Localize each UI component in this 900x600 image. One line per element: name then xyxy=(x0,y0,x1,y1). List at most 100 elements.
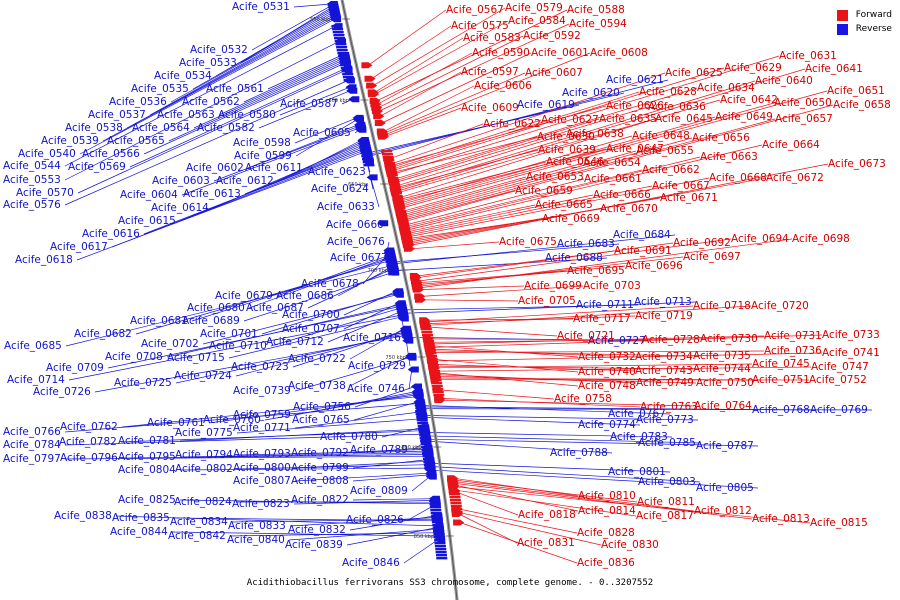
reverse-gene-label[interactable]: Acife_0722 xyxy=(288,353,346,365)
forward-gene-label[interactable]: Acife_0636 xyxy=(648,101,706,113)
reverse-gene-label[interactable]: Acife_0795 xyxy=(118,451,176,463)
forward-gene-label[interactable]: Acife_0584 xyxy=(508,15,566,27)
forward-gene-label[interactable]: Acife_0608 xyxy=(590,47,648,59)
forward-gene-label[interactable]: Acife_0635 xyxy=(599,113,657,125)
reverse-gene-label[interactable]: Acife_0580 xyxy=(218,109,276,121)
forward-gene-label[interactable]: Acife_0741 xyxy=(822,347,880,359)
reverse-gene-label[interactable]: Acife_0789 xyxy=(350,444,408,456)
reverse-gene-label[interactable]: Acife_0711 xyxy=(576,299,634,311)
reverse-gene-label[interactable]: Acife_0727 xyxy=(588,335,646,347)
forward-gene-label[interactable]: Acife_0692 xyxy=(673,237,731,249)
forward-gene-label[interactable]: Acife_0627 xyxy=(541,114,599,126)
reverse-gene-label[interactable]: Acife_0540 xyxy=(18,148,76,160)
reverse-gene-label[interactable]: Acife_0535 xyxy=(131,83,189,95)
reverse-gene-label[interactable]: Acife_0713 xyxy=(634,296,692,308)
reverse-gene-label[interactable]: Acife_0809 xyxy=(350,485,408,497)
forward-gene-label[interactable]: Acife_0651 xyxy=(827,85,885,97)
reverse-gene-label[interactable]: Acife_0838 xyxy=(54,510,112,522)
forward-gene-label[interactable]: Acife_0673 xyxy=(828,158,886,170)
reverse-gene-label[interactable]: Acife_0788 xyxy=(550,447,608,459)
reverse-gene-label[interactable]: Acife_0761 xyxy=(147,417,205,429)
forward-gene-label[interactable]: Acife_0645 xyxy=(655,113,713,125)
forward-gene-label[interactable]: Acife_0817 xyxy=(636,510,694,522)
forward-gene-label[interactable]: Acife_0736 xyxy=(764,345,822,357)
reverse-gene-label[interactable]: Acife_0724 xyxy=(174,370,232,382)
reverse-gene-label[interactable]: Acife_0842 xyxy=(168,530,226,542)
forward-gene-label[interactable]: Acife_0828 xyxy=(577,527,635,539)
reverse-gene-label[interactable]: Acife_0687 xyxy=(246,302,304,314)
reverse-gene-label[interactable]: Acife_0563 xyxy=(157,109,215,121)
reverse-gene-label[interactable]: Acife_0726 xyxy=(33,386,91,398)
reverse-gene-label[interactable]: Acife_0682 xyxy=(74,328,132,340)
reverse-gene-label[interactable]: Acife_0685 xyxy=(4,340,62,352)
forward-gene-label[interactable]: Acife_0733 xyxy=(822,329,880,341)
reverse-gene-label[interactable]: Acife_0701 xyxy=(200,328,258,340)
forward-gene-label[interactable]: Acife_0696 xyxy=(625,260,683,272)
reverse-gene-label[interactable]: Acife_0569 xyxy=(68,161,126,173)
forward-gene-label[interactable]: Acife_0732 xyxy=(578,351,636,363)
reverse-gene-label[interactable]: Acife_0599 xyxy=(234,150,292,162)
forward-gene-label[interactable]: Acife_0656 xyxy=(692,132,750,144)
forward-gene-label[interactable]: Acife_0650 xyxy=(774,97,832,109)
forward-gene-label[interactable]: Acife_0626 xyxy=(606,100,664,112)
reverse-gene-label[interactable]: Acife_0766 xyxy=(3,426,61,438)
reverse-gene-label[interactable]: Acife_0759 xyxy=(233,409,291,421)
reverse-gene-label[interactable]: Acife_0531 xyxy=(232,1,290,13)
reverse-gene-label[interactable]: Acife_0532 xyxy=(190,44,248,56)
forward-gene-label[interactable]: Acife_0607 xyxy=(525,67,583,79)
forward-gene-label[interactable]: Acife_0597 xyxy=(461,66,519,78)
forward-gene-label[interactable]: Acife_0735 xyxy=(693,350,751,362)
forward-gene-label[interactable]: Acife_0718 xyxy=(693,300,751,312)
forward-gene-label[interactable]: Acife_0812 xyxy=(694,505,752,517)
forward-gene-label[interactable]: Acife_0747 xyxy=(811,361,869,373)
reverse-gene-label[interactable]: Acife_0774 xyxy=(578,419,636,431)
reverse-gene-label[interactable]: Acife_0808 xyxy=(291,475,349,487)
forward-gene-label[interactable]: Acife_0745 xyxy=(752,358,810,370)
forward-gene-label[interactable]: Acife_0668 xyxy=(709,172,767,184)
forward-gene-label[interactable]: Acife_0672 xyxy=(766,172,824,184)
reverse-gene-label[interactable]: Acife_0603 xyxy=(152,175,210,187)
reverse-gene-label[interactable]: Acife_0570 xyxy=(16,187,74,199)
forward-gene-label[interactable]: Acife_0691 xyxy=(614,245,672,257)
reverse-gene-label[interactable]: Acife_0723 xyxy=(231,361,289,373)
reverse-gene-label[interactable]: Acife_0767 xyxy=(608,408,666,420)
reverse-gene-label[interactable]: Acife_0714 xyxy=(7,374,65,386)
reverse-gene-label[interactable]: Acife_0825 xyxy=(118,494,176,506)
forward-gene-label[interactable]: Acife_0658 xyxy=(833,99,891,111)
reverse-gene-label[interactable]: Acife_0729 xyxy=(348,360,406,372)
reverse-gene-label[interactable]: Acife_0765 xyxy=(292,414,350,426)
forward-gene-label[interactable]: Acife_0664 xyxy=(762,139,820,151)
reverse-gene-label[interactable]: Acife_0536 xyxy=(109,96,167,108)
reverse-gene-label[interactable]: Acife_0823 xyxy=(232,498,290,510)
reverse-gene-label[interactable]: Acife_0618 xyxy=(15,254,73,266)
forward-gene-label[interactable]: Acife_0740 xyxy=(578,366,636,378)
forward-gene-label[interactable]: Acife_0694 xyxy=(731,233,789,245)
reverse-gene-label[interactable]: Acife_0804 xyxy=(118,464,176,476)
reverse-gene-label[interactable]: Acife_0784 xyxy=(3,439,61,451)
forward-gene-label[interactable]: Acife_0831 xyxy=(517,537,575,549)
forward-gene-label[interactable]: Acife_0669 xyxy=(542,213,600,225)
forward-gene-label[interactable]: Acife_0592 xyxy=(523,30,581,42)
reverse-gene-label[interactable]: Acife_0801 xyxy=(608,466,666,478)
reverse-gene-label[interactable]: Acife_0799 xyxy=(291,462,349,474)
reverse-gene-label[interactable]: Acife_0613 xyxy=(183,188,241,200)
forward-gene-label[interactable]: Acife_0675 xyxy=(499,236,557,248)
forward-gene-label[interactable]: Acife_0649 xyxy=(715,111,773,123)
reverse-gene-label[interactable]: Acife_0566 xyxy=(82,148,140,160)
reverse-gene-label[interactable]: Acife_0605 xyxy=(293,127,351,139)
forward-gene-label[interactable]: Acife_0657 xyxy=(775,113,833,125)
reverse-gene-label[interactable]: Acife_0768 xyxy=(752,404,810,416)
reverse-gene-label[interactable]: Acife_0587 xyxy=(280,98,338,110)
forward-gene-label[interactable]: Acife_0730 xyxy=(700,333,758,345)
forward-gene-label[interactable]: Acife_0720 xyxy=(751,300,809,312)
reverse-gene-label[interactable]: Acife_0679 xyxy=(215,290,273,302)
forward-gene-label[interactable]: Acife_0567 xyxy=(446,4,504,16)
reverse-gene-label[interactable]: Acife_0716 xyxy=(343,332,401,344)
forward-gene-label[interactable]: Acife_0752 xyxy=(809,374,867,386)
forward-gene-label[interactable]: Acife_0601 xyxy=(531,47,589,59)
reverse-gene-label[interactable]: Acife_0534 xyxy=(154,70,212,82)
reverse-gene-label[interactable]: Acife_0615 xyxy=(118,215,176,227)
forward-gene-label[interactable]: Acife_0818 xyxy=(518,509,576,521)
reverse-gene-label[interactable]: Acife_0576 xyxy=(3,199,61,211)
forward-gene-label[interactable]: Acife_0634 xyxy=(697,82,755,94)
